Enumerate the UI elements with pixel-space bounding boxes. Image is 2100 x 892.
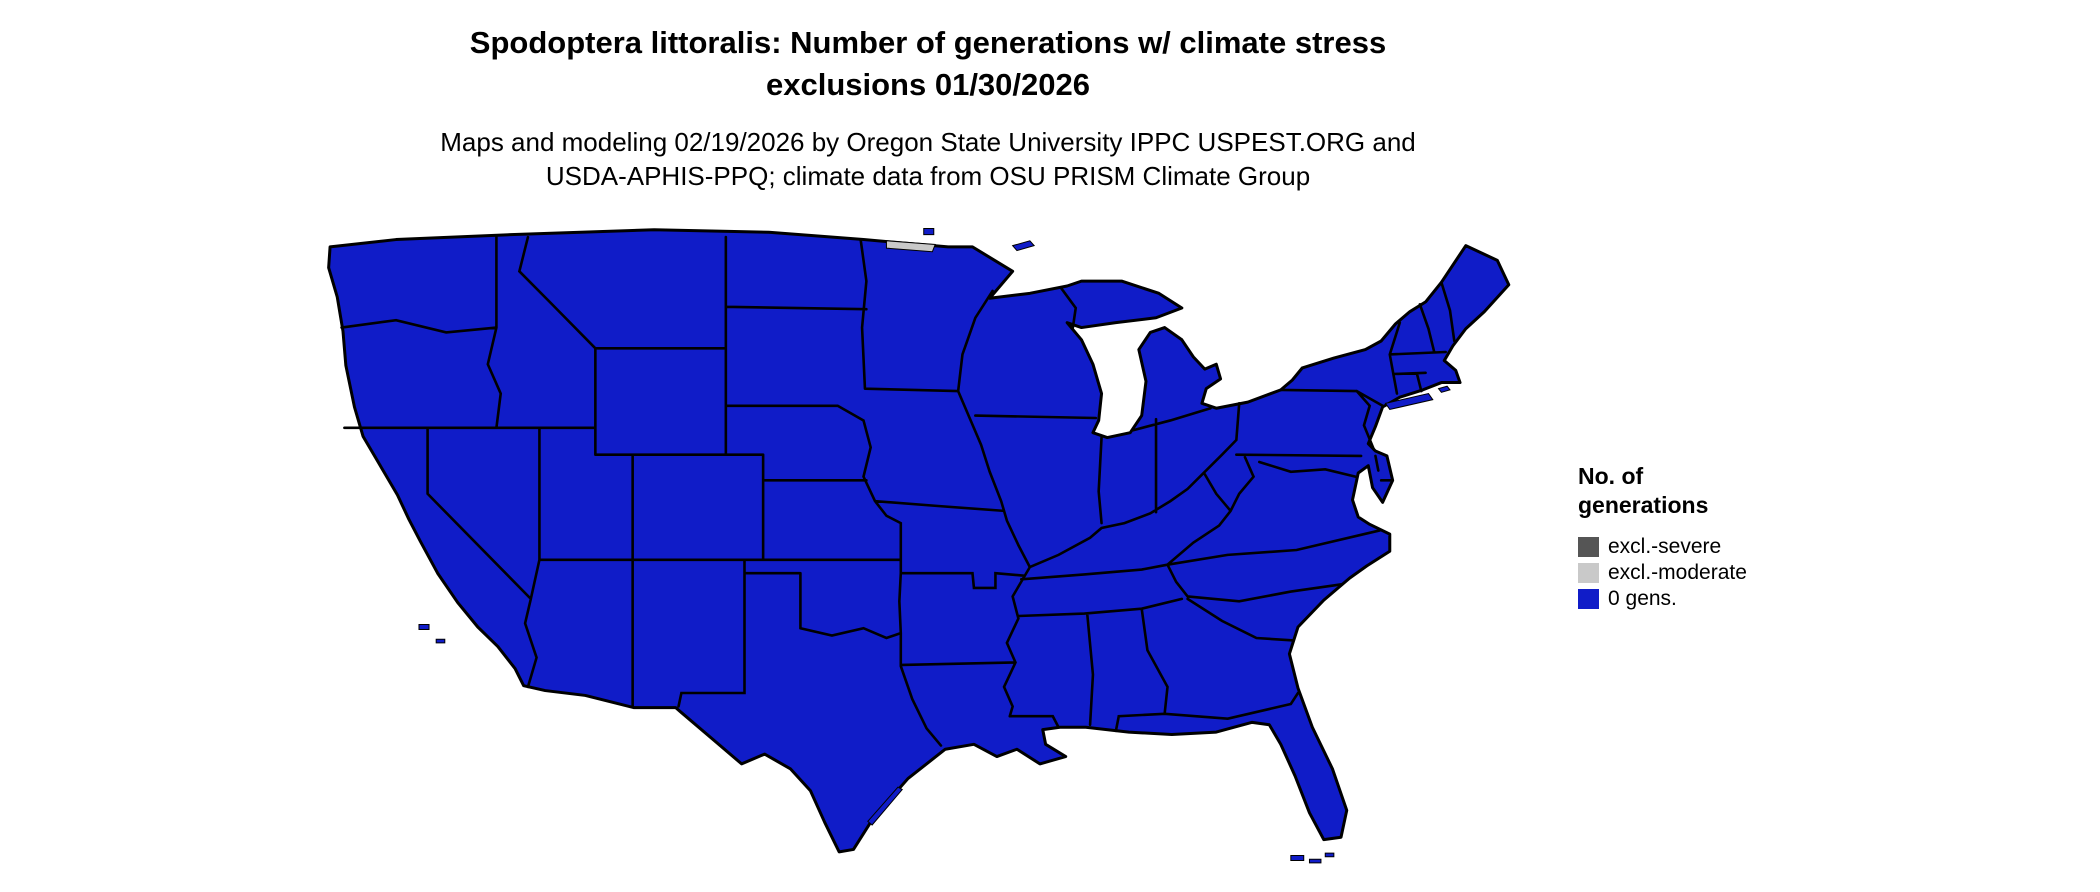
legend-label-0-gens: 0 gens. (1608, 587, 1677, 610)
legend-item-0-gens: 0 gens. (1578, 586, 1747, 612)
map-subtitle-line1: Maps and modeling 02/19/2026 by Oregon S… (440, 127, 1416, 157)
map-subtitle-line2: USDA-APHIS-PPQ; climate data from OSU PR… (545, 160, 1311, 191)
legend-label-excl-severe: excl.-severe (1608, 535, 1722, 558)
us-map (310, 220, 1526, 880)
us-landmass (329, 230, 1509, 852)
legend-item-excl-moderate: excl.-moderate (1578, 560, 1747, 586)
legend-label-excl-moderate: excl.-moderate (1608, 561, 1747, 584)
map-title: Spodoptera littoralis: Number of generat… (0, 22, 1856, 106)
state-borders (342, 237, 1455, 745)
exclusion-moderate-region (886, 241, 935, 252)
legend-swatch-excl-moderate (1578, 562, 1599, 583)
legend-items: excl.-severe excl.-moderate 0 gens. (1578, 534, 1747, 612)
legend: No. of generations excl.-severe excl.-mo… (1578, 462, 1747, 612)
map-title-line2: exclusions 01/30/2026 (765, 66, 1090, 102)
legend-title-line2: generations (1578, 491, 1709, 518)
map-subtitle: Maps and modeling 02/19/2026 by Oregon S… (0, 126, 1856, 194)
legend-swatch-excl-severe (1578, 536, 1599, 557)
legend-title-line1: No. of (1578, 463, 1644, 489)
legend-title: No. of generations (1578, 462, 1747, 520)
legend-item-excl-severe: excl.-severe (1578, 534, 1747, 560)
coastal-islands (419, 229, 1450, 863)
map-title-line1: Spodoptera littoralis: Number of generat… (469, 25, 1387, 60)
legend-swatch-0-gens (1578, 588, 1599, 609)
